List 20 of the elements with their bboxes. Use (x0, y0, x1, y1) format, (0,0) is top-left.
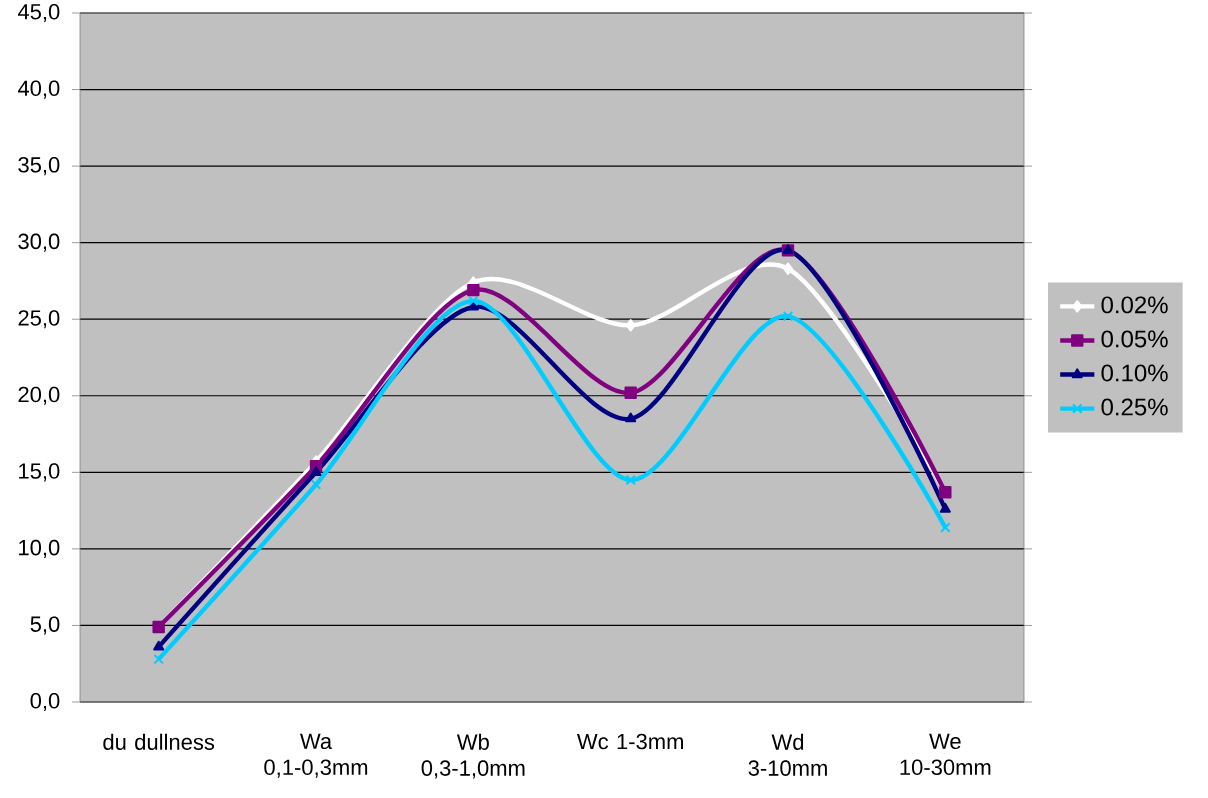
legend-label: 0.02% (1101, 296, 1168, 314)
y-tick-label: 35,0 (18, 157, 60, 176)
y-tick-label: 15,0 (19, 463, 60, 482)
y-tick-label: 20,0 (18, 386, 60, 405)
y-tick-label: 5,0 (30, 616, 60, 635)
y-tick-label: 30,0 (18, 233, 60, 252)
y-tick-label: 0,0 (30, 692, 60, 712)
legend-label: 0.05% (1101, 330, 1168, 348)
x-tick-label: Wb 0,3-1,0mm (421, 733, 525, 779)
x-tick-label: Wc 1-3mm (576, 733, 683, 750)
x-tick-label: du dullness (103, 733, 215, 750)
legend-label: 0.25% (1101, 398, 1168, 416)
x-tick-label: Wa 0,1-0,3mm (264, 733, 368, 778)
y-tick-label: 25,0 (18, 310, 60, 329)
legend-label: 0.10% (1101, 364, 1168, 382)
y-tick-label: 45,0 (17, 3, 60, 23)
y-tick-label: 10,0 (19, 539, 60, 558)
y-tick-label: 40,0 (17, 80, 60, 99)
x-tick-label: Wd 3-10mm (748, 733, 827, 776)
x-tick-label: We 10-30mm (900, 733, 991, 776)
